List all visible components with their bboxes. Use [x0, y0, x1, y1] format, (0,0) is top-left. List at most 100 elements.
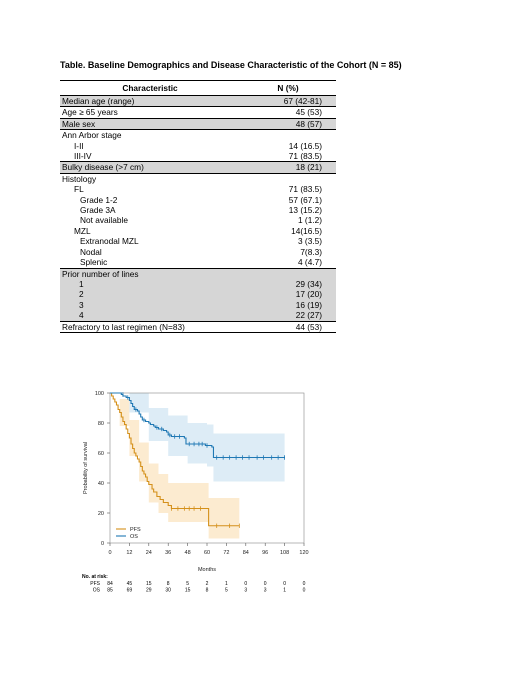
baseline-table: Characteristic N (%) Median age (range) 6… — [60, 80, 336, 333]
row-value: 17 (20) — [240, 289, 336, 300]
at-risk-count: 45 — [127, 581, 133, 587]
row-value: 45 (53) — [240, 106, 336, 119]
row-label: III-IV — [74, 151, 92, 162]
column-header-characteristic: Characteristic — [60, 80, 240, 96]
row-value — [240, 129, 336, 141]
row-label: Splenic — [80, 257, 108, 268]
y-tick-label: 100 — [95, 391, 104, 397]
row-value — [240, 172, 336, 185]
row-value: 67 (42-81) — [240, 95, 336, 107]
table-caption: Table. Baseline Demographics and Disease… — [60, 60, 402, 70]
y-axis: 0 20 40 60 80 100 Probability of survival — [83, 391, 110, 547]
row-label: Bulky disease (>7 cm) — [60, 161, 240, 174]
row-label: Male sex — [60, 117, 240, 130]
y-tick-label: 20 — [98, 511, 104, 517]
x-axis-label: Months — [198, 567, 216, 573]
at-risk-count: 15 — [146, 581, 152, 587]
row-value: 71 (83.5) — [288, 151, 322, 162]
row-value: 3 (3.5) — [298, 236, 322, 247]
row-value: 13 (15.2) — [288, 205, 322, 216]
x-tick-label: 36 — [165, 550, 171, 556]
x-tick-label: 96 — [262, 550, 268, 556]
row-label: Grade 1-2 — [80, 194, 118, 205]
row-label: Nodal — [80, 246, 102, 257]
row-value: 57 (67.1) — [288, 194, 322, 205]
row-label: Age ≥ 65 years — [60, 106, 240, 119]
y-axis-label: Probability of survival — [83, 442, 89, 494]
at-risk-count: 5 — [186, 581, 189, 587]
x-tick-label: 60 — [204, 550, 210, 556]
row-label: 1 — [60, 278, 240, 290]
at-risk-count: 85 — [107, 588, 113, 594]
row-label: 4 — [60, 310, 240, 322]
at-risk-count: 8 — [206, 588, 209, 594]
at-risk-count: 84 — [107, 581, 113, 587]
at-risk-row-label: OS — [93, 588, 101, 594]
confidence-bands — [110, 393, 285, 539]
y-tick-label: 0 — [101, 541, 104, 547]
row-label: Ann Arbor stage — [60, 129, 240, 141]
pfs-ci-band — [110, 393, 240, 539]
row-value: 22 (27) — [240, 310, 336, 322]
at-risk-count: 0 — [264, 581, 267, 587]
row-value: 7(8.3) — [300, 246, 322, 257]
x-tick-label: 72 — [223, 550, 229, 556]
column-header-n-percent: N (%) — [240, 80, 336, 96]
row-label: Median age (range) — [60, 95, 240, 107]
at-risk-count: 0 — [283, 581, 286, 587]
row-label: Histology — [60, 172, 240, 185]
censor-marks — [122, 392, 286, 528]
x-axis: 0 12 24 36 48 60 72 84 96 108 120 Months — [108, 543, 309, 573]
row-value: 71 (83.5) — [288, 184, 322, 195]
x-tick-label: 120 — [299, 550, 308, 556]
row-value: 14 (16.5) — [288, 140, 322, 151]
row-label: I-II — [74, 140, 84, 151]
at-risk-count: 3 — [264, 588, 267, 594]
row-label: Refractory to last regimen (N=83) — [60, 320, 240, 333]
x-tick-label: 84 — [243, 550, 249, 556]
at-risk-count: 8 — [167, 581, 170, 587]
row-value: 1 (1.2) — [298, 215, 322, 226]
at-risk-table: No. at risk:PFS 84 45 15 8 5 2 1 0 0 0 0OS 85 69 29 30 1… — [82, 574, 306, 594]
y-tick-label: 80 — [98, 421, 104, 427]
row-value: 29 (34) — [240, 278, 336, 290]
at-risk-count: 69 — [127, 588, 133, 594]
row-value: 14(16.5) — [291, 225, 322, 236]
at-risk-count: 3 — [244, 588, 247, 594]
at-risk-row-label: PFS — [90, 581, 100, 587]
pfs-curve — [110, 392, 240, 527]
row-label: 3 — [60, 299, 240, 311]
at-risk-count: 5 — [225, 588, 228, 594]
y-tick-label: 40 — [98, 481, 104, 487]
at-risk-count: 29 — [146, 588, 152, 594]
at-risk-count: 0 — [303, 581, 306, 587]
pfs-legend-label: PFS — [130, 527, 141, 533]
row-value: 16 (19) — [240, 299, 336, 311]
row-label: Grade 3A — [80, 205, 116, 216]
row-label: MZL — [74, 225, 91, 236]
row-label: Extranodal MZL — [80, 236, 139, 247]
at-risk-title: No. at risk: — [82, 574, 108, 580]
row-value: 44 (53) — [240, 320, 336, 333]
at-risk-count: 1 — [225, 581, 228, 587]
survival-curves — [110, 392, 285, 527]
x-tick-label: 108 — [280, 550, 289, 556]
at-risk-count: 0 — [244, 581, 247, 587]
at-risk-count: 1 — [283, 588, 286, 594]
os-legend-label: OS — [130, 534, 138, 540]
y-tick-label: 60 — [98, 451, 104, 457]
row-value: 4 (4.7) — [298, 257, 322, 268]
row-value: 48 (57) — [240, 117, 336, 130]
at-risk-count: 0 — [303, 588, 306, 594]
x-tick-label: 12 — [126, 550, 132, 556]
at-risk-count: 15 — [185, 588, 191, 594]
x-tick-label: 48 — [185, 550, 191, 556]
at-risk-count: 30 — [165, 588, 171, 594]
x-tick-label: 0 — [108, 550, 111, 556]
x-tick-label: 24 — [146, 550, 152, 556]
row-label: 2 — [60, 289, 240, 300]
row-value — [240, 267, 336, 279]
os-ci-band — [110, 393, 285, 482]
